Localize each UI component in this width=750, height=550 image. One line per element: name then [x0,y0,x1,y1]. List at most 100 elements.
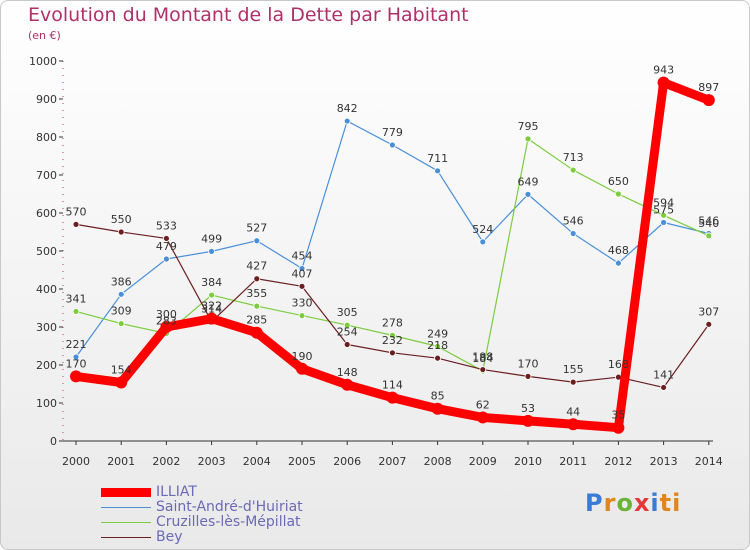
data-label: 278 [382,316,403,329]
data-label: 330 [292,297,313,310]
data-label: 218 [427,339,448,352]
chart-title: Evolution du Montant de la Dette par Hab… [28,4,469,26]
data-label: 386 [111,275,132,288]
data-label: 285 [246,314,267,327]
x-tick-label: 2011 [559,455,587,468]
data-label: 184 [472,352,493,365]
legend-label: Bey [156,529,183,545]
data-label: 254 [337,325,358,338]
data-point [72,220,80,228]
data-point [524,372,532,380]
legend-item-illiat: ILLIAT [101,484,401,500]
y-tick-label: 400 [36,283,57,296]
data-label: 479 [156,240,177,253]
data-point [524,190,532,198]
y-tick-label: 0 [50,435,57,448]
data-label: 300 [156,308,177,321]
data-point [434,167,442,175]
x-tick-label: 2012 [604,455,632,468]
data-label: 454 [292,249,313,262]
legend-item-cruzilles: Cruzilles-lès-Mépillat [101,514,401,530]
legend-item-saint-andre: Saint-André-d'Huiriat [101,499,401,515]
data-label: 170 [518,357,539,370]
chart-unit: (en €) [28,29,61,42]
data-label: 283 [156,314,177,327]
data-point [434,354,442,362]
data-label: 355 [246,287,267,300]
data-point [522,414,534,427]
data-point [388,331,396,339]
data-label: 85 [431,390,445,403]
y-tick-label: 800 [36,131,57,144]
data-point [660,211,667,219]
legend: ILLIAT Saint-André-d'Huiriat Cruzilles-l… [101,484,401,545]
data-point [660,384,667,391]
data-label: 53 [521,402,535,415]
y-tick-label: 300 [36,321,57,334]
data-point [250,326,263,339]
legend-swatch [101,522,151,523]
data-point [162,255,170,263]
x-tick-label: 2004 [243,455,271,468]
data-label: 546 [698,215,719,228]
legend-label: Cruzilles-lès-Mépillat [156,514,301,530]
x-tick-label: 2008 [424,455,452,468]
data-point [341,378,354,391]
data-label: 307 [698,305,719,318]
data-label: 141 [653,368,674,381]
data-label: 533 [156,219,177,232]
data-label: 842 [337,102,358,115]
data-label: 384 [201,276,222,289]
data-label: 249 [427,327,448,340]
data-point [117,290,125,298]
data-label: 550 [111,213,132,226]
data-point [657,76,670,89]
data-label: 322 [201,300,222,313]
data-point [615,190,622,198]
data-point [660,219,667,226]
x-tick-label: 2002 [152,455,180,468]
data-label: 594 [653,196,674,209]
data-point [388,349,396,357]
data-label: 314 [201,303,222,316]
data-label: 341 [66,292,87,305]
data-point [117,228,125,236]
data-point [569,378,577,386]
data-label: 427 [246,260,267,273]
data-label: 540 [698,217,719,230]
legend-item-bey: Bey [101,529,401,545]
x-tick-label: 2003 [198,455,226,468]
data-point [298,282,306,290]
data-point [705,320,713,328]
data-label: 44 [566,405,580,418]
series-group [70,76,715,434]
x-tick-label: 2013 [650,455,678,468]
data-label: 527 [246,222,267,235]
data-label: 190 [292,350,313,363]
data-point [567,418,580,431]
axes: 0 100 200 300 400 500 600 700 800 900 1000 2000 2001… [29,55,723,468]
data-label: 546 [563,215,584,228]
data-point [208,291,216,299]
data-label: 524 [472,223,493,236]
x-tick-label: 2010 [514,455,542,468]
data-label: 795 [518,120,539,133]
data-label: 232 [382,334,403,347]
data-label: 468 [608,244,629,257]
data-point [70,370,82,383]
data-label: 650 [608,175,629,188]
data-point [615,259,622,267]
data-label: 499 [201,232,222,245]
x-tick-label: 2000 [62,455,90,468]
legend-label: Saint-André-d'Huiriat [156,499,303,515]
x-tick-label: 2005 [288,455,316,468]
y-tick-label: 700 [36,169,57,182]
x-tick-label: 2014 [695,455,723,468]
legend-swatch [101,537,151,538]
data-point [431,402,444,415]
data-label: 168 [608,358,629,371]
legend-swatch [101,488,151,497]
data-point [296,362,308,375]
